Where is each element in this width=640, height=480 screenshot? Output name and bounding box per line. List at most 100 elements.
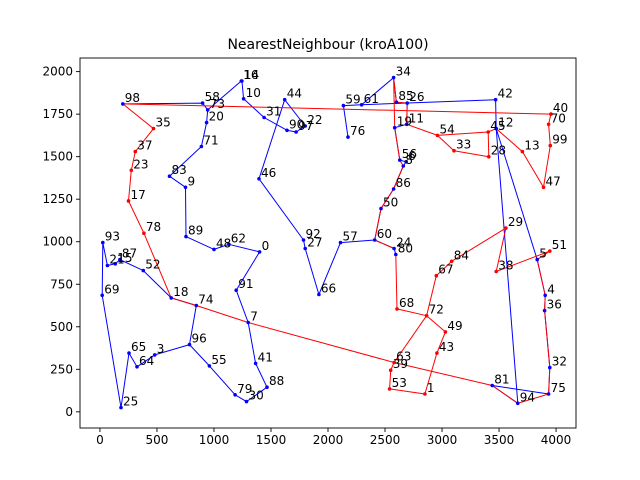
city-label-68: 68 bbox=[399, 296, 414, 310]
y-tick-label-1750: 1750 bbox=[42, 107, 73, 121]
tour-path-4 bbox=[361, 99, 496, 106]
city-label-22: 22 bbox=[307, 113, 322, 127]
city-label-59: 59 bbox=[345, 93, 360, 107]
city-point-98 bbox=[121, 102, 125, 106]
city-point-25 bbox=[119, 405, 123, 410]
city-point-38 bbox=[494, 269, 499, 274]
city-label-43: 43 bbox=[439, 340, 454, 354]
city-point-79 bbox=[233, 393, 237, 397]
city-label-28: 28 bbox=[491, 144, 506, 158]
city-point-92 bbox=[301, 238, 306, 242]
city-point-54 bbox=[435, 133, 440, 138]
city-point-28 bbox=[487, 154, 491, 159]
city-point-73 bbox=[205, 108, 210, 112]
x-tick-label-500: 500 bbox=[146, 433, 169, 447]
city-point-90 bbox=[285, 128, 289, 133]
city-point-39 bbox=[388, 368, 393, 373]
x-tick-label-3000: 3000 bbox=[427, 433, 458, 447]
city-label-69: 69 bbox=[104, 282, 119, 296]
city-label-45: 45 bbox=[490, 119, 505, 133]
city-point-23 bbox=[129, 168, 134, 173]
city-label-1: 1 bbox=[427, 381, 435, 395]
city-point-44 bbox=[282, 97, 287, 102]
city-label-35: 35 bbox=[156, 116, 171, 130]
city-point-94 bbox=[516, 401, 520, 406]
city-point-1 bbox=[423, 392, 427, 396]
city-point-5 bbox=[535, 257, 539, 262]
city-label-54: 54 bbox=[440, 122, 455, 136]
city-point-40 bbox=[549, 112, 553, 116]
city-point-87 bbox=[118, 257, 122, 262]
tour-points bbox=[100, 75, 553, 410]
city-point-71 bbox=[199, 144, 204, 149]
city-point-26 bbox=[405, 101, 410, 105]
city-point-10 bbox=[241, 97, 246, 101]
city-label-92: 92 bbox=[306, 227, 321, 241]
city-point-47 bbox=[541, 185, 546, 190]
x-tick-label-2500: 2500 bbox=[370, 433, 401, 447]
y-tick-label-2000: 2000 bbox=[42, 65, 73, 79]
city-label-18: 18 bbox=[173, 285, 188, 299]
city-label-75: 75 bbox=[551, 381, 566, 395]
city-label-41: 41 bbox=[258, 350, 273, 364]
city-label-32: 32 bbox=[552, 355, 567, 369]
city-point-69 bbox=[100, 293, 104, 298]
city-point-7 bbox=[246, 320, 250, 325]
city-label-91: 91 bbox=[238, 277, 253, 291]
city-label-27: 27 bbox=[307, 236, 322, 250]
city-point-16 bbox=[239, 79, 244, 83]
city-point-4 bbox=[543, 293, 547, 298]
city-label-12: 12 bbox=[498, 116, 513, 130]
city-point-96 bbox=[187, 342, 192, 347]
city-point-33 bbox=[452, 148, 456, 153]
city-label-89: 89 bbox=[188, 224, 203, 238]
city-label-96: 96 bbox=[192, 332, 207, 346]
city-point-68 bbox=[395, 307, 399, 311]
y-tick-label-1250: 1250 bbox=[42, 192, 73, 206]
city-label-6: 6 bbox=[408, 149, 416, 163]
city-point-49 bbox=[443, 330, 448, 334]
city-point-42 bbox=[493, 97, 498, 102]
city-point-6 bbox=[404, 160, 408, 164]
city-label-88: 88 bbox=[269, 374, 284, 388]
city-label-21: 21 bbox=[109, 253, 124, 267]
city-label-99: 99 bbox=[552, 133, 567, 147]
city-point-43 bbox=[435, 351, 439, 355]
city-label-97: 97 bbox=[298, 119, 313, 133]
city-point-65 bbox=[127, 351, 131, 355]
city-label-44: 44 bbox=[287, 87, 302, 101]
city-label-37: 37 bbox=[137, 139, 152, 153]
city-point-18 bbox=[169, 296, 173, 300]
city-point-83 bbox=[167, 174, 172, 178]
city-label-9: 9 bbox=[188, 174, 196, 188]
x-tick-label-1000: 1000 bbox=[199, 433, 230, 447]
city-point-12 bbox=[494, 126, 499, 131]
city-point-97 bbox=[294, 130, 298, 134]
city-point-41 bbox=[253, 361, 258, 366]
city-label-83: 83 bbox=[172, 163, 187, 177]
city-point-75 bbox=[546, 392, 551, 396]
city-label-55: 55 bbox=[211, 353, 226, 367]
city-point-0 bbox=[257, 250, 262, 254]
city-label-29: 29 bbox=[508, 215, 523, 229]
city-point-89 bbox=[184, 234, 188, 239]
city-point-61 bbox=[359, 103, 364, 107]
city-point-21 bbox=[105, 263, 110, 268]
city-label-57: 57 bbox=[343, 230, 358, 244]
city-label-63: 63 bbox=[396, 350, 411, 364]
city-label-60: 60 bbox=[377, 227, 392, 241]
city-point-76 bbox=[346, 135, 350, 139]
city-point-60 bbox=[372, 238, 377, 242]
city-point-99 bbox=[548, 143, 553, 148]
city-point-91 bbox=[234, 288, 238, 293]
y-tick-label-500: 500 bbox=[50, 320, 73, 334]
city-point-88 bbox=[265, 385, 269, 390]
city-point-30 bbox=[244, 399, 249, 404]
city-label-33: 33 bbox=[456, 138, 471, 152]
city-label-4: 4 bbox=[547, 282, 555, 296]
city-label-67: 67 bbox=[438, 263, 453, 277]
city-point-17 bbox=[126, 199, 131, 203]
city-point-72 bbox=[424, 313, 429, 318]
